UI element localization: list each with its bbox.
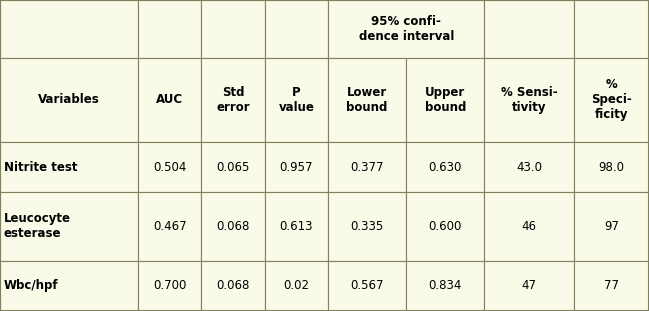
Text: 0.613: 0.613 bbox=[280, 220, 313, 233]
Bar bbox=[0, 142, 138, 192]
Text: 0.600: 0.600 bbox=[428, 220, 462, 233]
Bar bbox=[406, 192, 484, 261]
Text: 0.700: 0.700 bbox=[153, 279, 186, 292]
Text: 43.0: 43.0 bbox=[517, 160, 543, 174]
Bar bbox=[328, 0, 484, 58]
Bar bbox=[406, 58, 484, 142]
Text: Leucocyte
esterase: Leucocyte esterase bbox=[4, 212, 71, 240]
Bar bbox=[328, 261, 406, 311]
Bar bbox=[138, 261, 201, 311]
Bar bbox=[201, 58, 265, 142]
Bar bbox=[0, 261, 138, 311]
Text: 0.467: 0.467 bbox=[153, 220, 186, 233]
Bar bbox=[328, 58, 406, 142]
Text: 0.335: 0.335 bbox=[350, 220, 384, 233]
Text: Std
error: Std error bbox=[216, 86, 250, 114]
Bar bbox=[138, 0, 201, 58]
Text: Variables: Variables bbox=[38, 93, 100, 106]
Bar bbox=[574, 0, 649, 58]
Bar bbox=[0, 0, 138, 58]
Text: AUC: AUC bbox=[156, 93, 183, 106]
Bar bbox=[574, 261, 649, 311]
Text: 77: 77 bbox=[604, 279, 619, 292]
Bar bbox=[265, 192, 328, 261]
Text: Lower
bound: Lower bound bbox=[347, 86, 387, 114]
Bar bbox=[484, 0, 574, 58]
Bar bbox=[265, 261, 328, 311]
Bar bbox=[0, 58, 138, 142]
Bar bbox=[484, 58, 574, 142]
Text: 0.630: 0.630 bbox=[428, 160, 462, 174]
Text: P
value: P value bbox=[278, 86, 314, 114]
Bar bbox=[201, 192, 265, 261]
Bar bbox=[574, 58, 649, 142]
Text: 0.065: 0.065 bbox=[216, 160, 250, 174]
Bar bbox=[574, 142, 649, 192]
Bar bbox=[574, 192, 649, 261]
Text: 0.567: 0.567 bbox=[350, 279, 384, 292]
Text: 0.957: 0.957 bbox=[280, 160, 313, 174]
Text: 0.834: 0.834 bbox=[428, 279, 462, 292]
Bar bbox=[138, 142, 201, 192]
Bar bbox=[406, 142, 484, 192]
Bar bbox=[265, 0, 328, 58]
Bar bbox=[484, 261, 574, 311]
Text: Upper
bound: Upper bound bbox=[424, 86, 466, 114]
Text: 95% confi-
dence interval: 95% confi- dence interval bbox=[358, 15, 454, 43]
Bar bbox=[138, 58, 201, 142]
Text: 46: 46 bbox=[522, 220, 537, 233]
Text: % Sensi-
tivity: % Sensi- tivity bbox=[501, 86, 557, 114]
Bar bbox=[328, 192, 406, 261]
Bar bbox=[138, 192, 201, 261]
Text: Nitrite test: Nitrite test bbox=[4, 160, 77, 174]
Bar bbox=[265, 142, 328, 192]
Text: Wbc/hpf: Wbc/hpf bbox=[4, 279, 58, 292]
Text: 0.504: 0.504 bbox=[153, 160, 186, 174]
Bar bbox=[484, 192, 574, 261]
Text: 0.068: 0.068 bbox=[216, 220, 250, 233]
Text: %
Speci-
ficity: % Speci- ficity bbox=[591, 78, 632, 121]
Bar bbox=[265, 58, 328, 142]
Text: 97: 97 bbox=[604, 220, 619, 233]
Bar bbox=[0, 192, 138, 261]
Bar bbox=[328, 142, 406, 192]
Text: 0.377: 0.377 bbox=[350, 160, 384, 174]
Bar bbox=[201, 261, 265, 311]
Text: 47: 47 bbox=[522, 279, 537, 292]
Bar bbox=[484, 142, 574, 192]
Text: 98.0: 98.0 bbox=[598, 160, 624, 174]
Text: 0.068: 0.068 bbox=[216, 279, 250, 292]
Bar bbox=[406, 261, 484, 311]
Bar bbox=[201, 142, 265, 192]
Bar bbox=[201, 0, 265, 58]
Text: 0.02: 0.02 bbox=[284, 279, 310, 292]
